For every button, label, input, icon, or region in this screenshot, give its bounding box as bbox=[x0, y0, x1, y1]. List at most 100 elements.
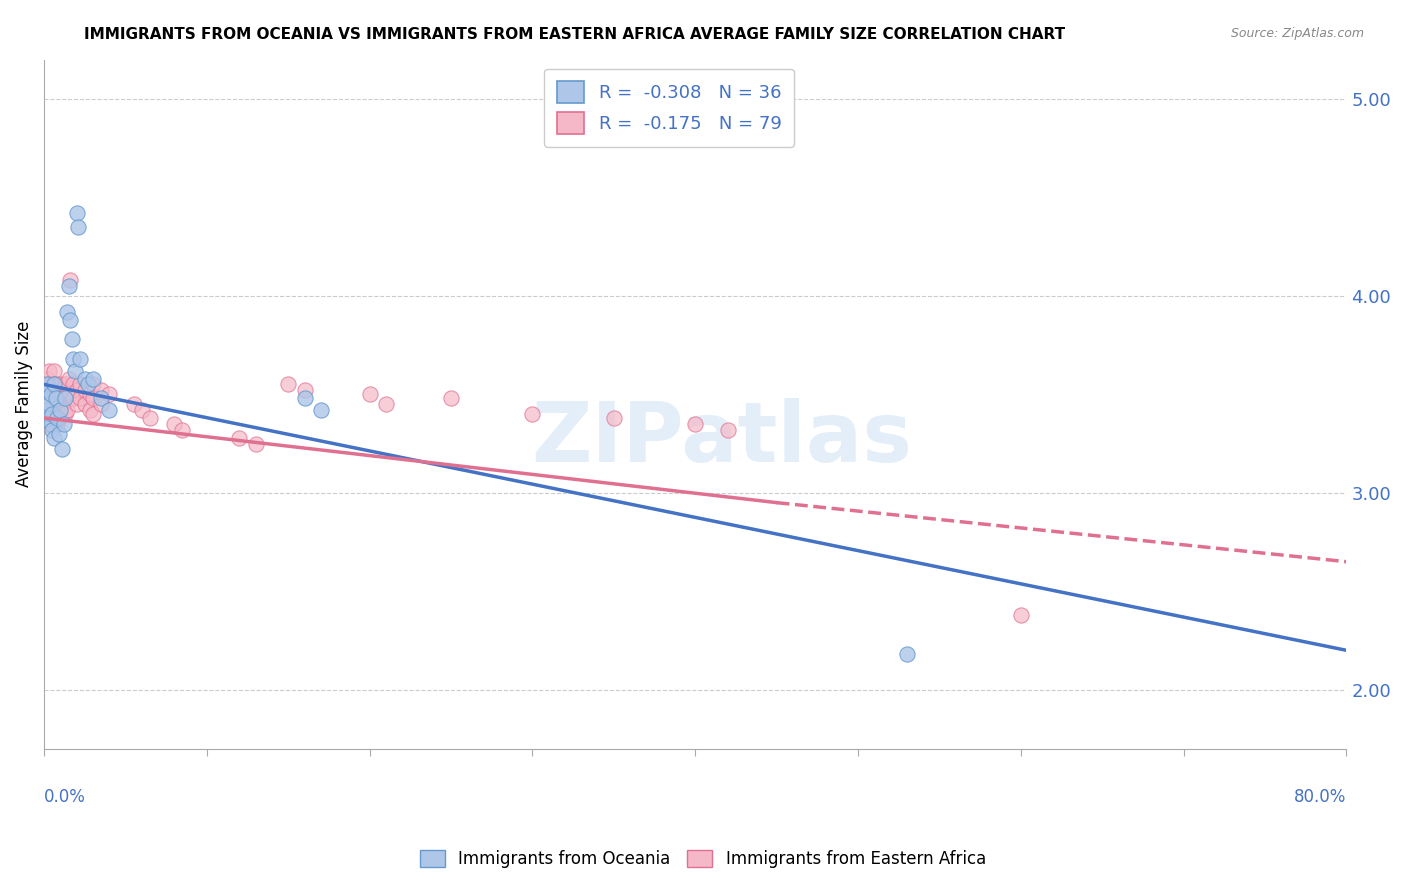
Point bbox=[66, 397, 89, 411]
Point bbox=[245, 436, 267, 450]
Point bbox=[38, 407, 60, 421]
Point bbox=[49, 407, 72, 421]
Point bbox=[53, 391, 76, 405]
Point bbox=[98, 387, 121, 401]
Text: 80.0%: 80.0% bbox=[1294, 788, 1347, 805]
Point bbox=[62, 351, 84, 366]
Point bbox=[37, 411, 59, 425]
Point bbox=[42, 431, 65, 445]
Point bbox=[79, 403, 101, 417]
Point bbox=[49, 403, 72, 417]
Point bbox=[42, 391, 65, 405]
Point bbox=[39, 387, 62, 401]
Point bbox=[73, 397, 96, 411]
Point bbox=[69, 391, 91, 405]
Point bbox=[39, 403, 62, 417]
Point bbox=[309, 403, 332, 417]
Point bbox=[35, 384, 58, 398]
Point bbox=[35, 397, 58, 411]
Point bbox=[48, 411, 70, 425]
Point bbox=[38, 397, 60, 411]
Point bbox=[42, 377, 65, 392]
Point bbox=[122, 397, 145, 411]
Point bbox=[56, 387, 79, 401]
Point bbox=[59, 273, 82, 287]
Point bbox=[39, 391, 62, 405]
Point bbox=[39, 417, 62, 431]
Point bbox=[277, 377, 299, 392]
Point bbox=[41, 417, 63, 431]
Point bbox=[52, 417, 75, 431]
Point bbox=[46, 411, 69, 425]
Point bbox=[52, 391, 75, 405]
Point bbox=[38, 411, 60, 425]
Point bbox=[58, 387, 80, 401]
Point bbox=[172, 423, 194, 437]
Point bbox=[42, 364, 65, 378]
Point bbox=[46, 387, 69, 401]
Point bbox=[41, 403, 63, 417]
Point bbox=[58, 279, 80, 293]
Point bbox=[58, 371, 80, 385]
Point bbox=[52, 407, 75, 421]
Point bbox=[56, 403, 79, 417]
Point bbox=[42, 377, 65, 392]
Point bbox=[37, 377, 59, 392]
Point bbox=[77, 377, 100, 392]
Point bbox=[66, 206, 89, 220]
Legend: Immigrants from Oceania, Immigrants from Eastern Africa: Immigrants from Oceania, Immigrants from… bbox=[413, 843, 993, 875]
Point bbox=[46, 417, 69, 431]
Text: 0.0%: 0.0% bbox=[44, 788, 86, 805]
Point bbox=[90, 397, 112, 411]
Point bbox=[98, 403, 121, 417]
Point bbox=[53, 377, 76, 392]
Point bbox=[67, 219, 90, 234]
Point bbox=[82, 371, 104, 385]
Point bbox=[51, 442, 73, 457]
Point bbox=[73, 384, 96, 398]
Point bbox=[51, 397, 73, 411]
Point bbox=[42, 407, 65, 421]
Point bbox=[41, 407, 63, 421]
Point bbox=[66, 384, 89, 398]
Point bbox=[39, 417, 62, 431]
Point bbox=[90, 384, 112, 398]
Y-axis label: Average Family Size: Average Family Size bbox=[15, 321, 32, 487]
Point bbox=[522, 407, 544, 421]
Point bbox=[35, 384, 58, 398]
Point bbox=[683, 417, 706, 431]
Point bbox=[38, 377, 60, 392]
Point bbox=[717, 423, 740, 437]
Point bbox=[53, 391, 76, 405]
Point bbox=[62, 377, 84, 392]
Point bbox=[44, 391, 66, 405]
Point bbox=[39, 377, 62, 392]
Point bbox=[82, 391, 104, 405]
Point bbox=[139, 411, 162, 425]
Point bbox=[63, 364, 86, 378]
Point bbox=[90, 391, 112, 405]
Point bbox=[896, 647, 918, 661]
Text: IMMIGRANTS FROM OCEANIA VS IMMIGRANTS FROM EASTERN AFRICA AVERAGE FAMILY SIZE CO: IMMIGRANTS FROM OCEANIA VS IMMIGRANTS FR… bbox=[84, 27, 1066, 42]
Point bbox=[131, 403, 153, 417]
Point bbox=[375, 397, 398, 411]
Point bbox=[53, 407, 76, 421]
Point bbox=[49, 391, 72, 405]
Point bbox=[35, 417, 58, 431]
Point bbox=[82, 407, 104, 421]
Point bbox=[41, 423, 63, 437]
Point bbox=[359, 387, 381, 401]
Point bbox=[294, 391, 316, 405]
Point bbox=[37, 387, 59, 401]
Point bbox=[41, 387, 63, 401]
Point bbox=[73, 371, 96, 385]
Point bbox=[46, 403, 69, 417]
Point bbox=[48, 426, 70, 441]
Point bbox=[228, 431, 250, 445]
Point bbox=[62, 391, 84, 405]
Point bbox=[69, 377, 91, 392]
Point bbox=[1010, 607, 1032, 622]
Point bbox=[37, 403, 59, 417]
Text: Source: ZipAtlas.com: Source: ZipAtlas.com bbox=[1230, 27, 1364, 40]
Point bbox=[38, 364, 60, 378]
